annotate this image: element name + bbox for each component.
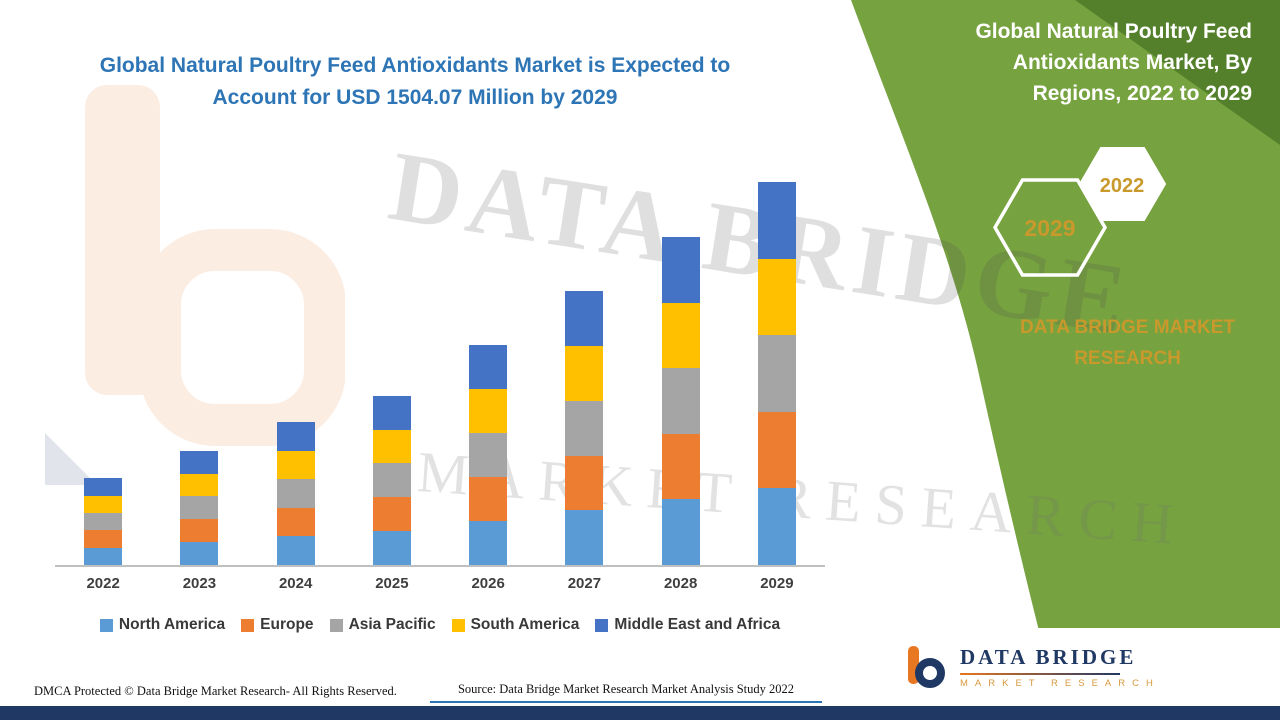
bar-segment <box>661 367 700 434</box>
bar-segment <box>469 432 508 477</box>
bar-2027 <box>565 290 604 565</box>
bar-segment <box>276 450 315 480</box>
bar-segment <box>565 290 604 346</box>
legend-item: Middle East and Africa <box>595 616 780 634</box>
bar-segment <box>757 335 796 412</box>
brand-logo-name: DATA BRIDGE <box>960 645 1137 669</box>
legend-item: Asia Pacific <box>329 616 436 634</box>
bar-segment <box>469 520 508 565</box>
hexagon-badges: 2029 2022 <box>992 147 1167 277</box>
bar-segment <box>372 497 411 532</box>
x-axis-label: 2029 <box>760 575 794 592</box>
bar-segment <box>757 182 796 259</box>
green-curve-shape <box>851 0 1280 720</box>
brand-text: DATA BRIDGE MARKET RESEARCH <box>1020 317 1235 369</box>
x-axis-label: 2024 <box>278 575 313 592</box>
bar-2029 <box>757 182 796 565</box>
legend-swatch <box>329 618 343 632</box>
bar-segment <box>180 496 219 520</box>
bar-segment <box>372 463 411 498</box>
bar-segment <box>180 473 219 497</box>
legend-item: North America <box>99 616 226 634</box>
legend-label: Europe <box>260 616 314 633</box>
bar-segment <box>372 395 411 430</box>
hexagon-2022-badge <box>1078 147 1167 221</box>
x-axis-label: 2027 <box>567 575 602 592</box>
bottom-bar <box>0 706 1280 720</box>
bar-segment <box>661 499 700 565</box>
bar-segment <box>180 450 219 474</box>
bar-2023 <box>180 450 219 565</box>
legend-item: South America <box>451 616 580 634</box>
bar-segment <box>84 477 123 496</box>
source-note: Source: Data Bridge Market Research Mark… <box>430 682 822 703</box>
brand-logo-tagline: MARKET RESEARCH <box>960 678 1160 689</box>
legend-swatch <box>595 618 609 632</box>
bar-segment <box>661 433 700 500</box>
legend-label: Asia Pacific <box>348 616 436 633</box>
dmca-notice: DMCA Protected © Data Bridge Market Rese… <box>34 684 397 698</box>
legend-label: South America <box>470 616 580 633</box>
bar-segment <box>276 479 315 508</box>
bar-2028 <box>661 236 700 565</box>
legend-swatch <box>99 618 113 632</box>
x-axis-label: 2022 <box>86 575 120 592</box>
bar-segment <box>84 547 123 565</box>
x-axis-labels: 2022 2023 2024 2025 2026 2027 2028 2029 <box>55 575 825 599</box>
bar-segment <box>372 429 411 464</box>
hexagon-2022-label: 2022 <box>1100 175 1145 197</box>
brand-logo-box: DATA BRIDGE MARKET RESEARCH <box>878 628 1280 706</box>
x-axis-label: 2028 <box>663 575 698 592</box>
bar-segment <box>757 488 796 565</box>
bar-segment <box>661 236 700 303</box>
plot-area <box>55 170 825 567</box>
page-title: Global Natural Poultry Feed Antioxidants… <box>65 50 765 114</box>
bar-segment <box>276 536 315 565</box>
brand-logo-icon <box>908 646 945 688</box>
legend-swatch <box>451 618 465 632</box>
page-title-line1: Global Natural Poultry Feed Antioxidants… <box>99 54 731 77</box>
bar-segment <box>661 302 700 368</box>
bar-segment <box>565 455 604 511</box>
legend: North America Europe Asia Pacific South Ame… <box>40 616 840 634</box>
legend-label: North America <box>118 616 226 633</box>
bar-segment <box>469 389 508 433</box>
brand-logo-rule <box>960 673 1120 675</box>
bar-2025 <box>372 395 411 565</box>
bar-2024 <box>276 421 315 565</box>
bar-segment <box>565 510 604 565</box>
bar-segment <box>84 495 123 514</box>
bar-segment <box>565 400 604 456</box>
legend-item: Europe <box>241 616 314 634</box>
legend-swatch <box>241 618 255 632</box>
hexagon-2029-badge <box>992 178 1108 277</box>
bar-segment <box>469 345 508 390</box>
dark-green-corner <box>1075 0 1280 145</box>
bar-segment <box>180 542 219 565</box>
bar-segment <box>276 507 315 537</box>
bar-segment <box>276 421 315 451</box>
bar-2022 <box>84 477 123 565</box>
bar-2026 <box>469 345 508 565</box>
bar-segment <box>180 519 219 543</box>
side-panel-title: Global Natural Poultry Feed Antioxidants… <box>975 20 1252 105</box>
x-axis-label: 2023 <box>182 575 217 592</box>
bar-segment <box>757 411 796 489</box>
legend-label: Middle East and Africa <box>614 616 781 633</box>
bar-segment <box>757 258 796 336</box>
x-axis-label: 2026 <box>471 575 505 592</box>
bar-segment <box>469 476 508 521</box>
bar-segment <box>84 513 123 531</box>
bar-segment <box>565 345 604 401</box>
page-title-line2: Account for USD 1504.07 Million by 2029 <box>212 86 618 109</box>
bar-segment <box>84 530 123 548</box>
x-axis-label: 2025 <box>375 575 409 592</box>
hexagon-2029-label: 2029 <box>1024 215 1075 241</box>
brand-logo-text: DATA BRIDGE MARKET RESEARCH <box>960 645 1160 689</box>
bar-segment <box>372 531 411 565</box>
